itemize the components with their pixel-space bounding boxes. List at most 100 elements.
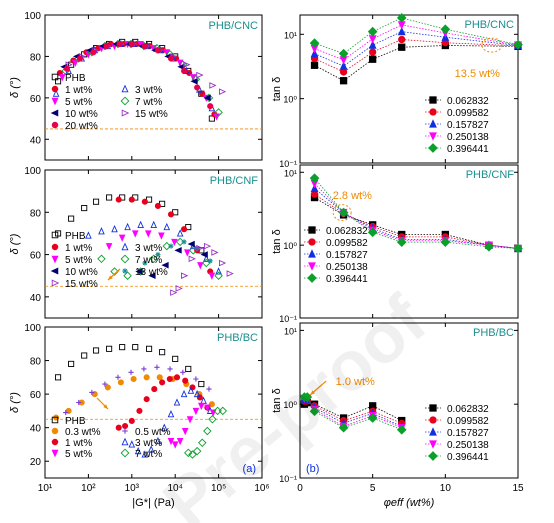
- data-point: [81, 352, 88, 359]
- data-point: [141, 366, 147, 372]
- data-point: [207, 258, 213, 264]
- annotation-ellipse: [481, 37, 503, 53]
- legend-marker: [308, 238, 316, 246]
- legend-label: 10 wt%: [65, 109, 98, 120]
- legend-label: 0.5 wt%: [135, 427, 171, 438]
- data-point: [176, 438, 184, 446]
- data-point: [310, 61, 319, 69]
- data-point: [167, 438, 175, 446]
- series-1wt: [115, 196, 214, 275]
- data-point: [55, 374, 62, 381]
- series-line: [304, 396, 402, 431]
- legend-label: 0.250138: [447, 132, 489, 143]
- data-point: [203, 94, 211, 102]
- x-tick-label: 5: [370, 483, 376, 494]
- panel-title: PHB/CNF: [466, 169, 515, 181]
- data-point: [168, 243, 174, 249]
- y-tick-label: 60: [30, 251, 42, 262]
- legend-label: 0.099582: [447, 416, 489, 427]
- data-point: [396, 13, 407, 23]
- data-point: [198, 438, 207, 448]
- data-point: [440, 24, 451, 35]
- y-tick-label: 10¹: [284, 326, 297, 336]
- panel-label-a: (a): [243, 463, 256, 475]
- data-point: [76, 55, 84, 62]
- data-point: [72, 59, 79, 67]
- legend-label: PHB: [65, 231, 86, 242]
- y-axis-label: tan δ: [271, 229, 283, 253]
- data-point: [190, 77, 198, 85]
- legend-label: 0.062832: [447, 96, 489, 107]
- legend-label: 1 wt%: [65, 85, 92, 96]
- legend-marker: [50, 109, 59, 117]
- data-point: [135, 268, 143, 275]
- legend-marker: [429, 404, 437, 412]
- arrow-bc-right-head: [310, 390, 315, 395]
- legend-label: 7 wt%: [135, 255, 162, 266]
- series-line: [314, 45, 519, 82]
- data-point: [226, 270, 234, 277]
- data-point: [92, 347, 100, 354]
- legend-marker: [120, 254, 130, 264]
- data-point: [167, 410, 175, 418]
- data-point: [339, 77, 348, 85]
- legend-label: 5 wt%: [65, 449, 92, 460]
- y-tick-label: 60: [30, 390, 42, 401]
- data-point: [143, 396, 150, 403]
- data-point: [309, 173, 320, 184]
- legend-label: 0.157827: [447, 120, 489, 131]
- data-point: [211, 249, 219, 256]
- data-point: [97, 254, 106, 264]
- series-0.396441: [309, 13, 523, 59]
- data-point: [368, 40, 377, 49]
- y-tick-label: 10⁰: [283, 241, 297, 251]
- data-point: [197, 262, 204, 270]
- data-point: [218, 88, 227, 95]
- data-point: [158, 232, 165, 240]
- data-point: [198, 380, 205, 388]
- data-point: [166, 375, 173, 383]
- data-point: [218, 259, 227, 267]
- x-axis-label: |G*| (Pa): [132, 497, 174, 509]
- legend-label: 0.062832: [326, 226, 368, 237]
- y-tick-label: 10¹: [284, 168, 297, 178]
- data-point: [117, 379, 124, 386]
- data-point: [76, 399, 82, 406]
- y-tick-label: 80: [30, 357, 42, 368]
- x-tick-label: 0: [297, 483, 303, 494]
- data-point: [118, 234, 126, 242]
- data-point: [172, 355, 179, 362]
- data-point: [110, 267, 119, 276]
- data-point: [106, 194, 113, 201]
- data-point: [141, 198, 148, 205]
- data-point: [203, 242, 212, 250]
- y-tick-label: 20: [30, 457, 42, 468]
- y-tick-label: 100: [24, 323, 41, 334]
- data-point: [130, 375, 137, 383]
- data-point: [142, 260, 148, 266]
- series-line: [304, 400, 402, 424]
- legend-marker: [51, 85, 59, 93]
- data-point: [103, 43, 110, 50]
- data-point: [181, 226, 188, 233]
- data-point: [367, 413, 378, 423]
- legend-label: 0.157827: [447, 428, 489, 439]
- data-point: [513, 39, 523, 50]
- legend-label: 0.099582: [447, 108, 489, 119]
- panel-title: PHB/CNC: [464, 19, 514, 31]
- data-point: [154, 436, 162, 445]
- data-point: [309, 406, 320, 417]
- data-point: [167, 211, 175, 218]
- y-tick-label: 10¹: [284, 30, 297, 40]
- legend-label: 0.099582: [326, 238, 368, 249]
- series-0.396441: [299, 392, 407, 435]
- data-point: [65, 61, 73, 69]
- data-point: [200, 251, 208, 258]
- data-point: [160, 423, 168, 431]
- data-point: [63, 65, 70, 72]
- data-point: [131, 230, 139, 238]
- data-point: [136, 407, 143, 414]
